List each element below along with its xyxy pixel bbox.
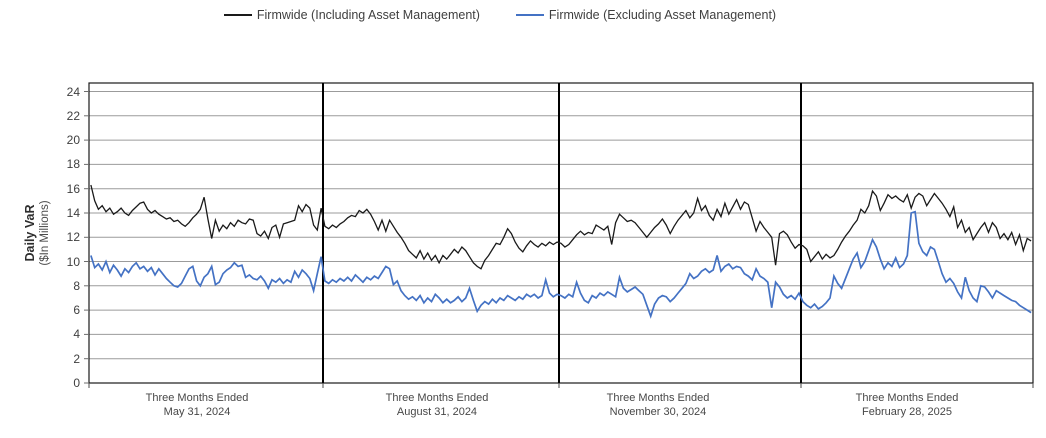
y-tick-label: 8: [73, 278, 80, 293]
x-axis-label-q4: Three Months Ended February 28, 2025: [856, 391, 959, 420]
legend-line-swatch-black: [223, 14, 252, 16]
y-tick-label: 16: [66, 181, 80, 196]
legend-line-swatch-blue: [515, 14, 544, 16]
x-label-line2: February 28, 2025: [862, 406, 952, 419]
x-label-line1: Three Months Ended: [855, 392, 959, 404]
x-label-line1: Three Months Ended: [145, 392, 249, 404]
plot-frame: [88, 82, 1034, 384]
legend-item-excluding-asset-management: Firmwide (Excluding Asset Management): [515, 8, 777, 22]
y-tick-label: 24: [66, 84, 80, 99]
y-tick-label: 10: [66, 254, 80, 269]
y-tick-label: 18: [66, 157, 80, 172]
y-tick-label: 2: [73, 351, 80, 366]
y-tick-label: 14: [66, 205, 80, 220]
x-label-line1: Three Months Ended: [606, 392, 710, 404]
legend-item-including-asset-management: Firmwide (Including Asset Management): [223, 8, 480, 22]
y-tick-label: 12: [66, 230, 80, 245]
x-axis-label-q3: Three Months Ended November 30, 2024: [607, 391, 710, 420]
x-label-line2: May 31, 2024: [163, 406, 231, 419]
y-tick-label: 22: [66, 108, 80, 123]
x-label-line2: November 30, 2024: [609, 406, 707, 419]
x-axis-label-q1: Three Months Ended May 31, 2024: [146, 391, 249, 420]
legend-label-excluding: Firmwide (Excluding Asset Management): [548, 8, 777, 22]
y-tick-label: 0: [73, 376, 80, 390]
x-label-line1: Three Months Ended: [385, 392, 489, 404]
y-tick-label: 6: [73, 303, 80, 318]
x-axis-label-q2: Three Months Ended August 31, 2024: [386, 391, 489, 420]
series-line-excluding-asset-management: [90, 210, 1032, 319]
legend-label-including: Firmwide (Including Asset Management): [256, 8, 480, 22]
y-tick-label: 4: [73, 327, 80, 342]
x-label-line2: August 31, 2024: [396, 406, 478, 419]
chart-legend: Firmwide (Including Asset Management) Fi…: [0, 8, 1023, 22]
y-tick-label: 20: [66, 133, 80, 148]
series-line-including-asset-management: [90, 184, 1032, 270]
